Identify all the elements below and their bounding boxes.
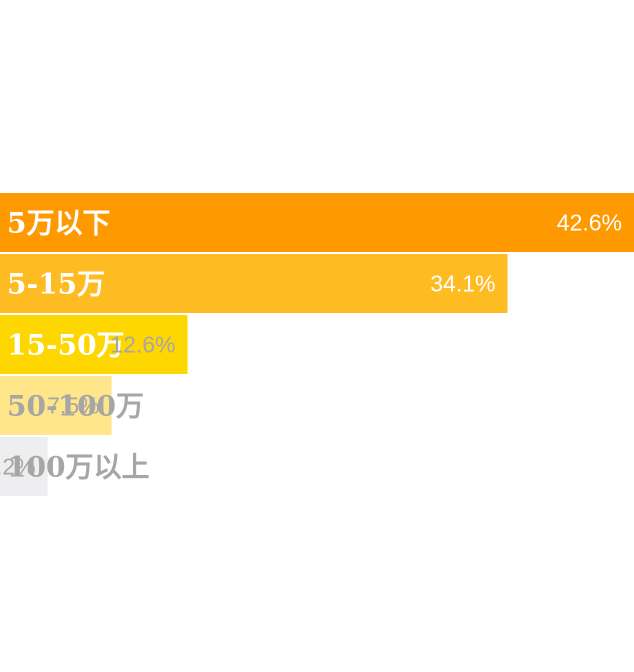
value-label: 42.6% xyxy=(557,210,622,236)
category-label: 5万以下 xyxy=(7,207,110,240)
category-label: 5-15万 xyxy=(7,268,105,301)
bar-category-1 xyxy=(0,254,508,313)
bar-category-2 xyxy=(0,315,188,374)
value-label: 7.5% xyxy=(47,393,99,419)
category-label: 15-50万 xyxy=(7,329,125,362)
category-label: 100万以上 xyxy=(7,451,149,484)
category-label: 50-100万 xyxy=(7,390,144,423)
bar-category-3 xyxy=(0,376,112,435)
bar-category-0 xyxy=(0,193,634,252)
bar-category-4 xyxy=(0,437,48,496)
value-label: 3.2% xyxy=(0,454,36,480)
value-label: 12.6% xyxy=(110,332,175,358)
value-label: 34.1% xyxy=(430,271,495,297)
